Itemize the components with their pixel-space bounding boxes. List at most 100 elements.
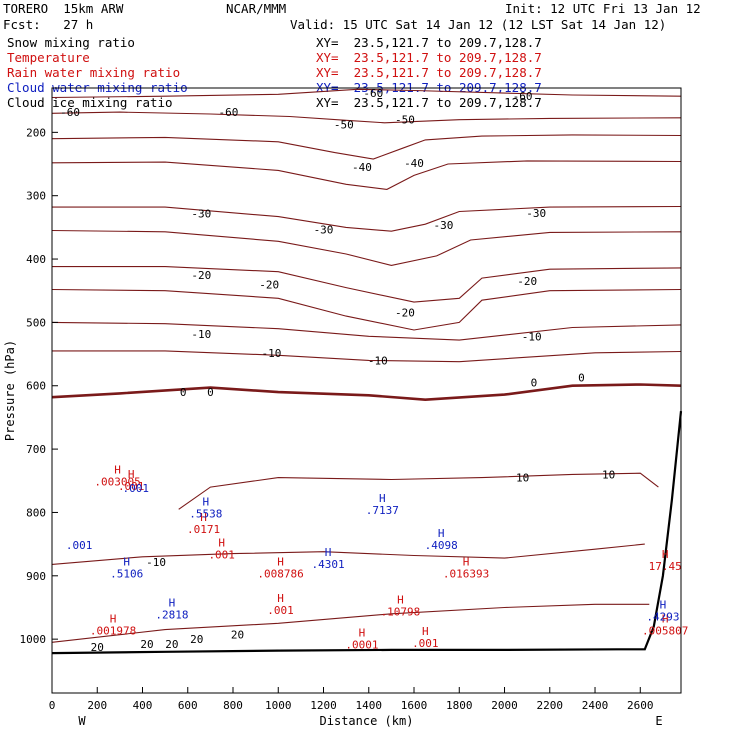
rain-max-value-0: .003005 xyxy=(94,476,140,489)
rain-max-label-6: H xyxy=(397,593,404,606)
y-tick-label-8: 1000 xyxy=(20,633,47,646)
temperature-contour-12 xyxy=(51,543,645,565)
y-tick-label-5: 700 xyxy=(26,443,46,456)
center-name: NCAR/MMM xyxy=(226,1,287,16)
temperature-contour-10 xyxy=(51,383,682,402)
temperature-contour-0 xyxy=(51,88,682,99)
temperature-contour-7 xyxy=(51,288,682,331)
contour-label-22: 0 xyxy=(531,377,538,390)
contour-label-26: -10 xyxy=(146,556,166,569)
contour-label-7: -40 xyxy=(404,157,424,170)
contour-label-15: -20 xyxy=(517,275,537,288)
cloud-water-max-label-5: H xyxy=(438,527,445,540)
contour-label-16: -10 xyxy=(191,328,211,341)
forecast-hour: Fcst: 27 h xyxy=(3,17,94,32)
contour-label-2: -60 xyxy=(363,87,383,100)
temperature-contour-9 xyxy=(52,350,682,363)
contour-label-0: -60 xyxy=(60,106,80,119)
contour-label-29: 20 xyxy=(165,638,178,651)
rain-max-value-5: .001 xyxy=(267,604,294,617)
contour-label-5: -50 xyxy=(395,114,415,127)
rain-max-label-8: H xyxy=(422,625,429,638)
contour-label-19: -10 xyxy=(522,330,542,343)
rain-max-label-0: H xyxy=(114,464,121,477)
field-label-temperature: Temperature xyxy=(7,50,90,65)
rain-max-value-9: .016393 xyxy=(443,567,489,580)
contour-label-1: -60 xyxy=(219,106,239,119)
x-tick-label-6: 1200 xyxy=(310,699,337,712)
rain-max-value-7: .0001 xyxy=(345,638,378,651)
contour-label-30: 20 xyxy=(190,633,203,646)
x-tick-label-1: 200 xyxy=(87,699,107,712)
temperature-contour-11 xyxy=(178,472,659,510)
rain-max-value-8: .001 xyxy=(412,637,439,650)
temperature-contour-1 xyxy=(51,111,682,124)
x-tick-label-4: 800 xyxy=(223,699,243,712)
cloud-water-max-label-4: H xyxy=(379,492,386,505)
field-label-snow: Snow mixing ratio xyxy=(7,35,135,50)
cloud-water-max-value-5: .4098 xyxy=(425,539,458,552)
contour-label-4: -50 xyxy=(334,119,354,132)
y-tick-label-1: 300 xyxy=(26,190,46,203)
rain-max-label-11: H xyxy=(662,612,669,625)
y-axis-title: Pressure (hPa) xyxy=(3,340,17,441)
rain-max-value-2: .0171 xyxy=(187,523,220,536)
rain-max-label-4: H xyxy=(277,555,284,568)
temperature-contour-6 xyxy=(52,266,682,303)
contour-label-20: 0 xyxy=(180,386,187,399)
rain-max-label-7: H xyxy=(359,626,366,639)
model-name: TORERO 15km ARW xyxy=(3,1,124,16)
field-label-rain: Rain water mixing ratio xyxy=(7,65,181,80)
y-tick-label-0: 200 xyxy=(26,126,46,139)
rain-max-value-12: .001978 xyxy=(90,624,136,637)
x-tick-label-13: 2600 xyxy=(627,699,654,712)
plot-frame xyxy=(51,87,682,694)
x-tick-label-9: 1800 xyxy=(446,699,473,712)
west-label: W xyxy=(78,714,86,728)
temperature-contour-4 xyxy=(52,205,682,232)
rain-max-value-10: 17.45 xyxy=(649,560,682,573)
contour-label-9: -30 xyxy=(314,223,334,236)
contour-label-6: -40 xyxy=(352,161,372,174)
cloud-water-max-value-2: .5538 xyxy=(189,507,222,520)
x-axis-title: Distance (km) xyxy=(320,714,414,728)
contour-label-17: -10 xyxy=(262,347,282,360)
temperature-contour-8 xyxy=(51,321,682,341)
x-tick-label-5: 1000 xyxy=(265,699,292,712)
cloud-water-max-label-0: H xyxy=(123,555,130,568)
field-xy-cloud-ice: XY= 23.5,121.7 to 209.7,128.7 xyxy=(316,95,542,110)
init-time: Init: 12 UTC Fri 13 Jan 12 xyxy=(505,1,701,16)
y-tick-label-2: 400 xyxy=(26,253,46,266)
rain-max-value-6: .10798 xyxy=(381,605,421,618)
field-xy-snow: XY= 23.5,121.7 to 209.7,128.7 xyxy=(316,35,542,50)
temperature-contour-5 xyxy=(51,229,682,266)
field-label-cloud-ice: Cloud ice mixing ratio xyxy=(7,95,173,110)
cloud-water-max-value-8: .4293 xyxy=(646,611,679,624)
y-tick-label-4: 600 xyxy=(26,380,46,393)
contour-label-28: 20 xyxy=(140,638,153,651)
rain-max-value-11: .005807 xyxy=(642,624,688,637)
temperature-contour-3 xyxy=(51,160,682,190)
cloud-water-max-label-3: H xyxy=(325,546,332,559)
x-tick-label-12: 2400 xyxy=(582,699,609,712)
x-tick-label-2: 400 xyxy=(133,699,153,712)
y-tick-label-3: 500 xyxy=(26,316,46,329)
rain-max-label-9: H xyxy=(463,555,470,568)
rain-max-value-4: .008786 xyxy=(257,567,303,580)
field-xy-temperature: XY= 23.5,121.7 to 209.7,128.7 xyxy=(316,50,542,65)
rain-max-value-1: .001 xyxy=(118,480,145,493)
cloud-water-max-label-2: H xyxy=(203,495,210,508)
rain-max-label-2: H xyxy=(200,511,207,524)
cloud-water-max-value-3: .4301 xyxy=(311,558,344,571)
rain-max-value-3: .001 xyxy=(208,548,235,561)
cloud-water-max-value-0: .5106 xyxy=(110,567,143,580)
rain-max-label-10: H xyxy=(662,548,669,561)
temperature-contour-2 xyxy=(51,134,682,160)
contour-label-18: -10 xyxy=(368,354,388,367)
x-tick-label-10: 2000 xyxy=(491,699,518,712)
contour-label-27: 20 xyxy=(91,641,104,654)
cloud-water-max-value-6: .001 xyxy=(66,539,93,552)
rain-max-label-12: H xyxy=(110,612,117,625)
y-tick-label-6: 800 xyxy=(26,506,46,519)
